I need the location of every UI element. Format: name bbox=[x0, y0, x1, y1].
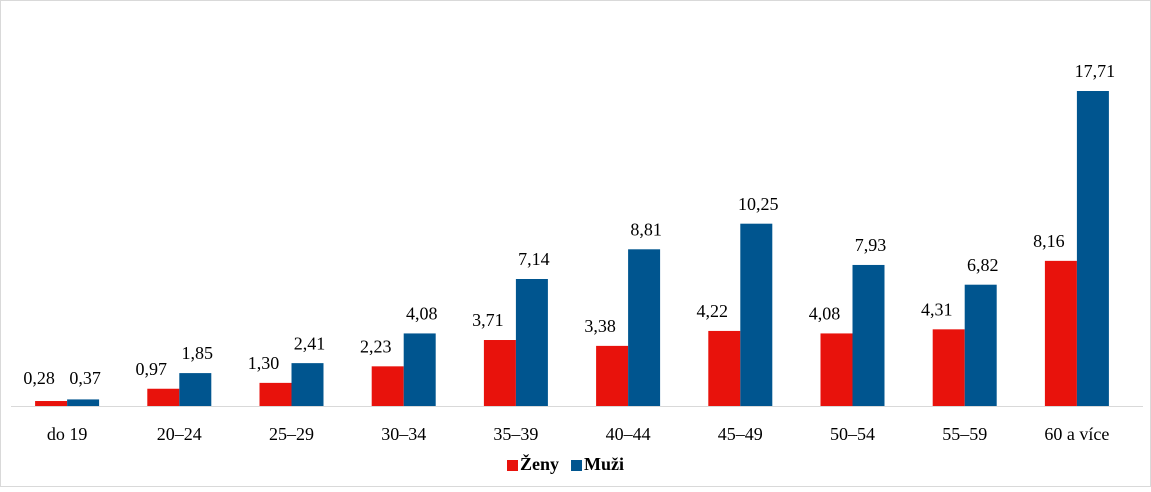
data-label: 0,97 bbox=[136, 359, 168, 379]
bar bbox=[1076, 91, 1109, 406]
bar bbox=[259, 382, 292, 406]
x-tick-label: 25–29 bbox=[269, 424, 314, 444]
x-tick-label: do 19 bbox=[47, 424, 88, 444]
data-label: 2,41 bbox=[294, 333, 326, 353]
x-tick-label: 35–39 bbox=[493, 424, 538, 444]
bar bbox=[147, 388, 180, 406]
bar bbox=[35, 401, 68, 406]
bar bbox=[932, 329, 965, 406]
data-label: 4,08 bbox=[809, 304, 841, 324]
bar bbox=[483, 340, 516, 406]
legend-label: Ženy bbox=[520, 453, 559, 474]
data-label: 1,85 bbox=[182, 343, 214, 363]
bar bbox=[515, 279, 548, 406]
data-label: 6,82 bbox=[967, 255, 999, 275]
data-label: 17,71 bbox=[1075, 61, 1116, 81]
data-label: 4,08 bbox=[406, 304, 438, 324]
legend-swatch bbox=[571, 460, 583, 471]
bar bbox=[740, 223, 773, 406]
data-label: 8,81 bbox=[630, 219, 662, 239]
x-tick-label: 45–49 bbox=[718, 424, 763, 444]
data-label: 0,37 bbox=[69, 368, 101, 388]
legend-label: Muži bbox=[584, 454, 624, 474]
x-tick-label: 50–54 bbox=[830, 424, 875, 444]
x-tick-label: 20–24 bbox=[157, 424, 202, 444]
data-label: 3,71 bbox=[472, 310, 504, 330]
data-label: 0,28 bbox=[23, 368, 55, 388]
bar bbox=[596, 345, 629, 406]
data-label: 8,16 bbox=[1033, 231, 1065, 251]
bar bbox=[820, 333, 853, 406]
data-label: 4,31 bbox=[921, 299, 953, 319]
bar bbox=[852, 264, 885, 406]
x-tick-label: 30–34 bbox=[381, 424, 426, 444]
data-label: 2,23 bbox=[360, 336, 392, 356]
bar bbox=[708, 330, 741, 406]
bar bbox=[964, 284, 997, 406]
data-label: 3,38 bbox=[584, 316, 616, 336]
bar bbox=[403, 333, 436, 406]
bar bbox=[1044, 260, 1077, 406]
bar bbox=[179, 373, 212, 406]
data-label: 10,25 bbox=[738, 194, 779, 214]
x-tick-label: 55–59 bbox=[942, 424, 987, 444]
x-tick-label: 60 a více bbox=[1044, 424, 1109, 444]
data-label: 7,93 bbox=[855, 235, 887, 255]
bar bbox=[371, 366, 404, 406]
bar bbox=[67, 399, 100, 406]
bar bbox=[628, 249, 661, 406]
data-label: 7,14 bbox=[518, 249, 550, 269]
x-tick-label: 40–44 bbox=[606, 424, 651, 444]
data-label: 4,22 bbox=[697, 301, 729, 321]
data-label: 1,30 bbox=[248, 353, 280, 373]
bar bbox=[291, 363, 324, 406]
legend-swatch bbox=[507, 460, 518, 471]
